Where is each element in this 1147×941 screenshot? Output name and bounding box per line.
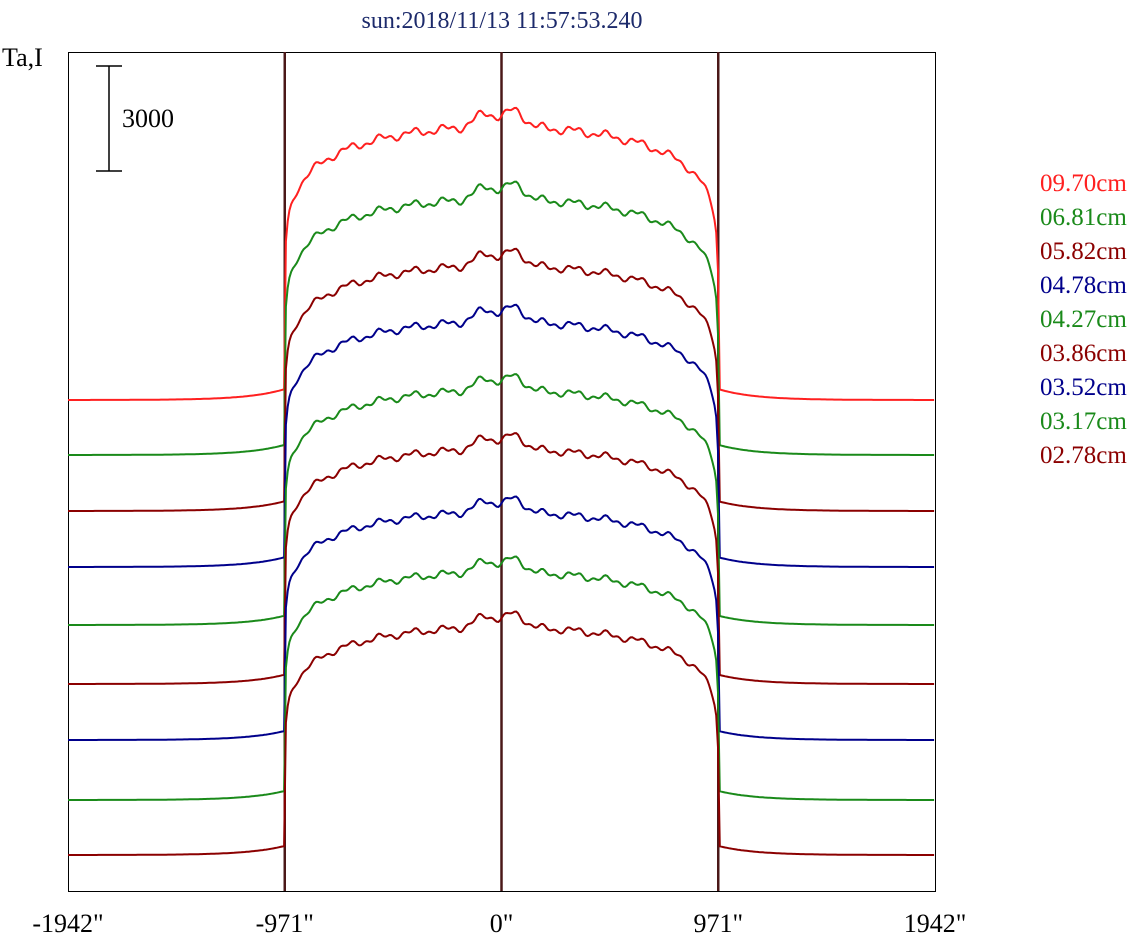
legend-entry-7: 03.17cm [1040, 408, 1127, 435]
x-tick-label-0: -1942" [32, 909, 103, 938]
legend-entry-3: 04.78cm [1040, 272, 1127, 299]
x-tick-label-2: 0" [490, 909, 514, 938]
series-line-5 [68, 432, 935, 685]
legend-entry-0: 09.70cm [1040, 170, 1127, 197]
legend-entry-6: 03.52cm [1040, 374, 1127, 401]
series-line-1 [68, 180, 935, 456]
scale-bar: 3000 [96, 65, 174, 172]
x-tick-label-4: 1942" [904, 909, 967, 938]
x-tick-labels: -1942" -971" 0" 971" 1942" [32, 909, 966, 938]
series-line-0 [68, 106, 935, 401]
x-tick-label-3: 971" [693, 909, 743, 938]
y-axis-label: Ta,I [2, 43, 43, 72]
series-line-3 [68, 303, 935, 568]
legend-entry-8: 02.78cm [1040, 442, 1127, 469]
legend-entry-5: 03.86cm [1040, 340, 1127, 367]
series-line-6 [68, 495, 935, 741]
series-line-2 [68, 247, 935, 512]
vertical-markers [283, 52, 720, 891]
legend-entry-2: 05.82cm [1040, 238, 1127, 265]
scale-bar-label: 3000 [122, 104, 174, 133]
series-line-4 [68, 373, 935, 626]
chart-title: sun:2018/11/13 11:57:53.240 [362, 8, 643, 34]
series-line-8 [68, 610, 935, 856]
legend-entry-1: 06.81cm [1040, 204, 1127, 231]
series-layer [68, 106, 935, 856]
legend: 09.70cm 06.81cm 05.82cm 04.78cm 04.27cm 03.86… [1040, 170, 1127, 469]
x-tick-label-1: -971" [256, 909, 314, 938]
legend-entry-4: 04.27cm [1040, 306, 1127, 333]
series-line-7 [68, 555, 935, 801]
